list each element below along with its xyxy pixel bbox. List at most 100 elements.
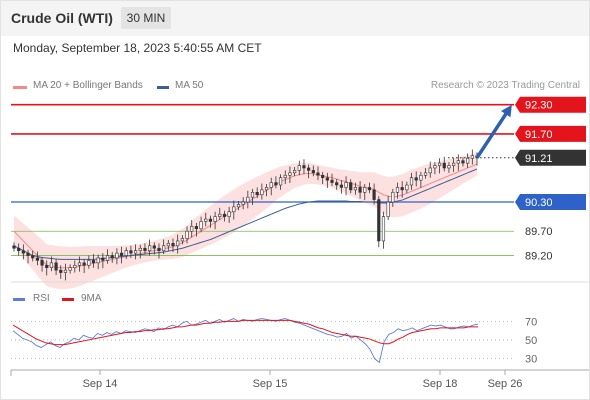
candle-body (68, 267, 72, 271)
candle-body (17, 247, 21, 251)
candle (96, 254, 100, 270)
candle (325, 172, 329, 188)
level-tag-box (515, 96, 586, 113)
x-axis-tick-label: Sep 18 (423, 378, 458, 390)
candle-body (377, 199, 381, 242)
candle-body (321, 174, 325, 179)
level-tag-label: 89.20 (525, 251, 553, 263)
candle-body (180, 238, 184, 242)
candle-body (171, 243, 175, 247)
level-tag: 91.21 (515, 149, 586, 166)
candle (190, 220, 194, 238)
rsi-line (12, 318, 479, 364)
candle (232, 200, 236, 220)
candle (124, 247, 128, 259)
candle (77, 256, 82, 272)
candle-body (105, 255, 110, 261)
candle-body (335, 182, 339, 186)
candle (246, 190, 250, 209)
x-axis-tick-label: Sep 14 (83, 378, 118, 390)
candle-body (59, 269, 63, 273)
candle (302, 159, 306, 175)
candle (222, 210, 227, 222)
candle-body (222, 213, 227, 217)
level-tag-label: 90.30 (525, 197, 553, 209)
candle (12, 242, 16, 252)
candle (358, 181, 362, 199)
candle (241, 197, 245, 210)
candle (148, 239, 152, 256)
candle-body (250, 191, 255, 198)
candle (269, 177, 273, 196)
candle (59, 265, 63, 279)
candle-body (367, 187, 372, 191)
candle (447, 162, 451, 173)
x-axis-tick-label: Sep 26 (488, 378, 523, 390)
candle-body (96, 257, 100, 264)
candle (466, 153, 470, 168)
candle (119, 246, 124, 264)
candle-body (423, 172, 428, 176)
candle (260, 183, 264, 200)
candle-body (339, 184, 343, 188)
ma20-legend-label: MA 20 + Bollinger Bands (33, 80, 143, 91)
candle (250, 188, 255, 205)
candle-body (409, 177, 414, 186)
candle-body (49, 262, 54, 269)
rsi-ma-legend-swatch (62, 298, 74, 301)
rsi-ma-legend-label: 9MA (81, 293, 102, 304)
candle (255, 187, 259, 199)
candle (49, 256, 54, 272)
candle (218, 207, 222, 221)
candle (321, 171, 325, 185)
candle (470, 149, 474, 165)
candle-body (461, 160, 465, 164)
candle (452, 158, 456, 172)
candle-body (110, 255, 114, 259)
candle (335, 179, 339, 190)
candle (194, 222, 198, 237)
candle-body (119, 252, 124, 256)
candle-body (307, 167, 311, 171)
candle-body (437, 162, 442, 166)
level-tag: 91.70 (515, 125, 586, 142)
timeframe-button[interactable]: 30 MIN (121, 7, 171, 29)
candle-body (133, 250, 138, 254)
candle-body (162, 245, 166, 251)
instrument-title: Crude Oil (WTI) (11, 10, 113, 26)
candle (45, 260, 49, 276)
candle (227, 206, 231, 223)
candle (208, 215, 213, 228)
candle-body (395, 187, 400, 193)
header-bar: Crude Oil (WTI) 30 MIN (0, 0, 590, 36)
candle-body (218, 213, 222, 217)
candle-body (349, 182, 353, 191)
candle-body (419, 174, 423, 181)
rsi-legend-label: RSI (33, 293, 50, 304)
candle-body (316, 172, 320, 176)
candle-body (400, 187, 404, 191)
candle-body (101, 257, 105, 261)
candle-body (45, 264, 49, 269)
candle (405, 181, 409, 194)
forecast-arrow (475, 109, 510, 159)
candle-body (152, 245, 156, 249)
candle (87, 255, 91, 269)
candle (129, 245, 133, 258)
level-tag: 89.70 (525, 226, 553, 238)
candle-body (77, 262, 82, 266)
candle (40, 257, 44, 272)
candle (31, 250, 35, 262)
candle (236, 201, 241, 211)
candle (414, 171, 418, 187)
candle-body (293, 170, 297, 174)
candle-body (255, 191, 259, 196)
candle-body (297, 165, 301, 171)
candle (330, 173, 334, 186)
candle-body (227, 211, 231, 217)
candle (381, 211, 386, 249)
level-tag-label: 92.30 (525, 100, 553, 112)
candle-body (12, 245, 16, 249)
candle (363, 184, 367, 201)
